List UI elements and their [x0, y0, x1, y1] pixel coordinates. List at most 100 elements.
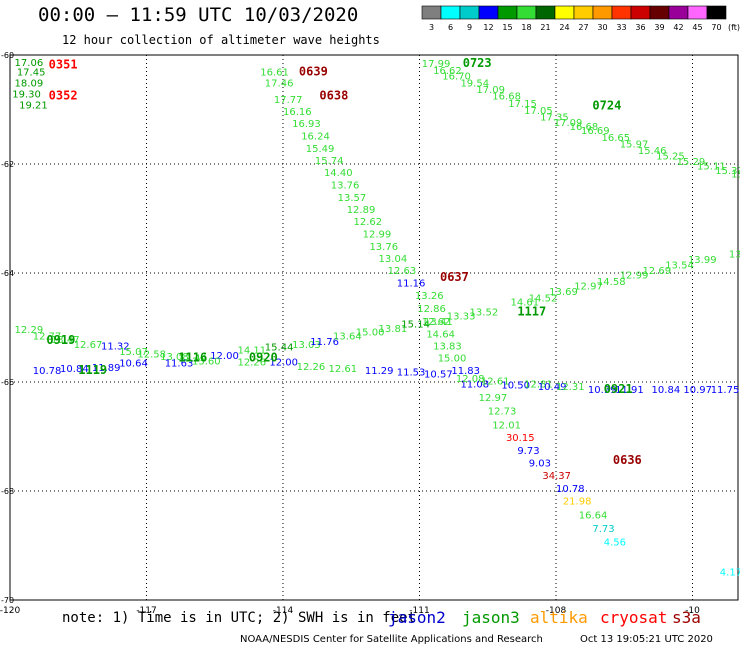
- wave-height-label: 11.83: [451, 366, 480, 377]
- wave-height-label: 11.76: [310, 337, 339, 348]
- wave-height-label: 34.37: [542, 471, 571, 482]
- wave-height-label: 11.29: [365, 366, 394, 377]
- wave-height-label: 9.03: [529, 458, 551, 469]
- wave-height-label: 17.45: [17, 68, 46, 79]
- color-scale-label: 3: [429, 23, 434, 32]
- wave-height-label: 15.31: [715, 166, 740, 177]
- wave-height-label: 17.09: [554, 118, 583, 129]
- wave-height-label: 17.77: [274, 95, 303, 106]
- wave-height-label: 15.74: [315, 156, 344, 167]
- wave-height-label: 15.49: [306, 144, 335, 155]
- wave-height-label: 10.64: [119, 359, 148, 370]
- wave-height-label: 16.68: [570, 122, 599, 133]
- footer-credit: NOAA/NESDIS Center for Satellite Applica…: [240, 634, 543, 645]
- color-scale-label: 12: [483, 23, 493, 32]
- time-label: 0919: [46, 333, 75, 347]
- wave-height-label: 17.09: [476, 85, 505, 96]
- wave-height-label: 12.63: [388, 266, 417, 277]
- color-scale-swatch: [706, 5, 727, 20]
- satellite-legend-s3a: s3a: [672, 608, 701, 627]
- wave-height-label: 16.64: [579, 510, 608, 521]
- wave-height-label: 13.57: [338, 193, 367, 204]
- wave-height-label: 16.62: [433, 66, 462, 77]
- wave-height-label: 12.61: [329, 364, 358, 375]
- wave-height-label: 7.73: [592, 524, 614, 535]
- wave-height-label: 17.05: [524, 106, 553, 117]
- wave-height-label: 15.46: [638, 146, 667, 157]
- wave-height-label: 17.46: [265, 79, 294, 90]
- wave-height-label: 17.06: [15, 58, 44, 69]
- wave-height-label: 13.52: [470, 308, 499, 319]
- color-scale-swatch: [554, 5, 575, 20]
- wave-height-label: 13.04: [379, 254, 408, 265]
- color-scale-swatch: [516, 5, 537, 20]
- wave-height-label: 12.86: [417, 304, 446, 315]
- wave-height-label: 13.76: [331, 181, 360, 192]
- wave-height-label: 15.07: [119, 347, 148, 358]
- wave-height-label: 16.70: [442, 72, 471, 83]
- wave-height-label: 12.97: [479, 393, 508, 404]
- wave-height-label: 11.08: [460, 379, 489, 390]
- wave-height-label: 16.61: [260, 68, 289, 79]
- wave-height-label: 12.08: [456, 374, 485, 385]
- wave-height-label: 13.81: [379, 324, 408, 335]
- wave-height-label: 15.11: [697, 161, 726, 172]
- time-label: 0352: [49, 89, 78, 103]
- color-scale-label: 33: [616, 23, 626, 32]
- wave-height-label: 13.26: [415, 291, 444, 302]
- wave-height-label: 13.08: [160, 352, 189, 363]
- wave-height-label: 13.83: [433, 341, 462, 352]
- time-label: 1117: [517, 305, 546, 319]
- wave-height-label: 14.64: [426, 329, 455, 340]
- wave-height-label: 19.30: [12, 90, 41, 101]
- wave-height-label: 10.78: [556, 484, 585, 495]
- time-label: 0920: [249, 350, 278, 364]
- wave-height-label: 13.76: [369, 242, 398, 253]
- wave-height-label: 12.00: [210, 351, 239, 362]
- wave-height-label: 12.61: [481, 377, 510, 388]
- wave-height-label: 14.52: [529, 293, 558, 304]
- wave-height-label: 12.81: [524, 379, 553, 390]
- wave-height-label: 10.78: [33, 366, 62, 377]
- wave-height-label: 13.71: [729, 250, 740, 261]
- wave-height-label: 16.65: [602, 133, 631, 144]
- wave-height-label: 13.99: [688, 255, 717, 266]
- wave-height-label: 4.17: [720, 567, 740, 578]
- y-tick-label: -64: [1, 269, 14, 278]
- color-scale-swatch: [440, 5, 461, 20]
- wave-height-label: 12.77: [33, 331, 62, 342]
- wave-height-label: 14.40: [324, 168, 353, 179]
- wave-height-label: 30.15: [506, 433, 535, 444]
- color-scale-swatch: [649, 5, 670, 20]
- wave-height-label: 12.97: [574, 281, 603, 292]
- wave-height-label: 12.26: [238, 358, 267, 369]
- wave-height-label: 10.99: [588, 385, 617, 396]
- wave-height-label: 13.54: [665, 261, 694, 272]
- wave-height-label: 12.73: [488, 407, 517, 418]
- wave-height-label: 14.11: [238, 346, 267, 357]
- wave-height-label: 17.15: [508, 99, 537, 110]
- wave-height-label: 10.50: [501, 381, 530, 392]
- wave-height-label: 13.41: [424, 317, 453, 328]
- time-label: 0921: [604, 382, 633, 396]
- wave-height-label: 10.49: [538, 382, 567, 393]
- wave-height-label: 12.62: [422, 317, 451, 328]
- wave-height-label: 9.73: [517, 446, 539, 457]
- wave-height-label: 12.29: [15, 325, 44, 336]
- wave-height-label: 13.47: [51, 335, 80, 346]
- color-scale-label: 24: [559, 23, 569, 32]
- wave-height-label: 12.26: [297, 362, 326, 373]
- satellite-legend-cryosat: cryosat: [600, 608, 668, 627]
- wave-height-label: 16.16: [283, 107, 312, 118]
- color-scale-label: 42: [673, 23, 683, 32]
- wave-height-label: 11.63: [165, 359, 194, 370]
- time-label: 0724: [592, 99, 621, 113]
- color-scale-label: 45: [692, 23, 702, 32]
- color-scale-label: 36: [635, 23, 645, 32]
- wave-height-label: 15.44: [265, 342, 294, 353]
- time-label: 0636: [613, 453, 642, 467]
- time-label: 0637: [440, 270, 469, 284]
- color-scale-swatch: [535, 5, 556, 20]
- time-label: 0723: [463, 56, 492, 70]
